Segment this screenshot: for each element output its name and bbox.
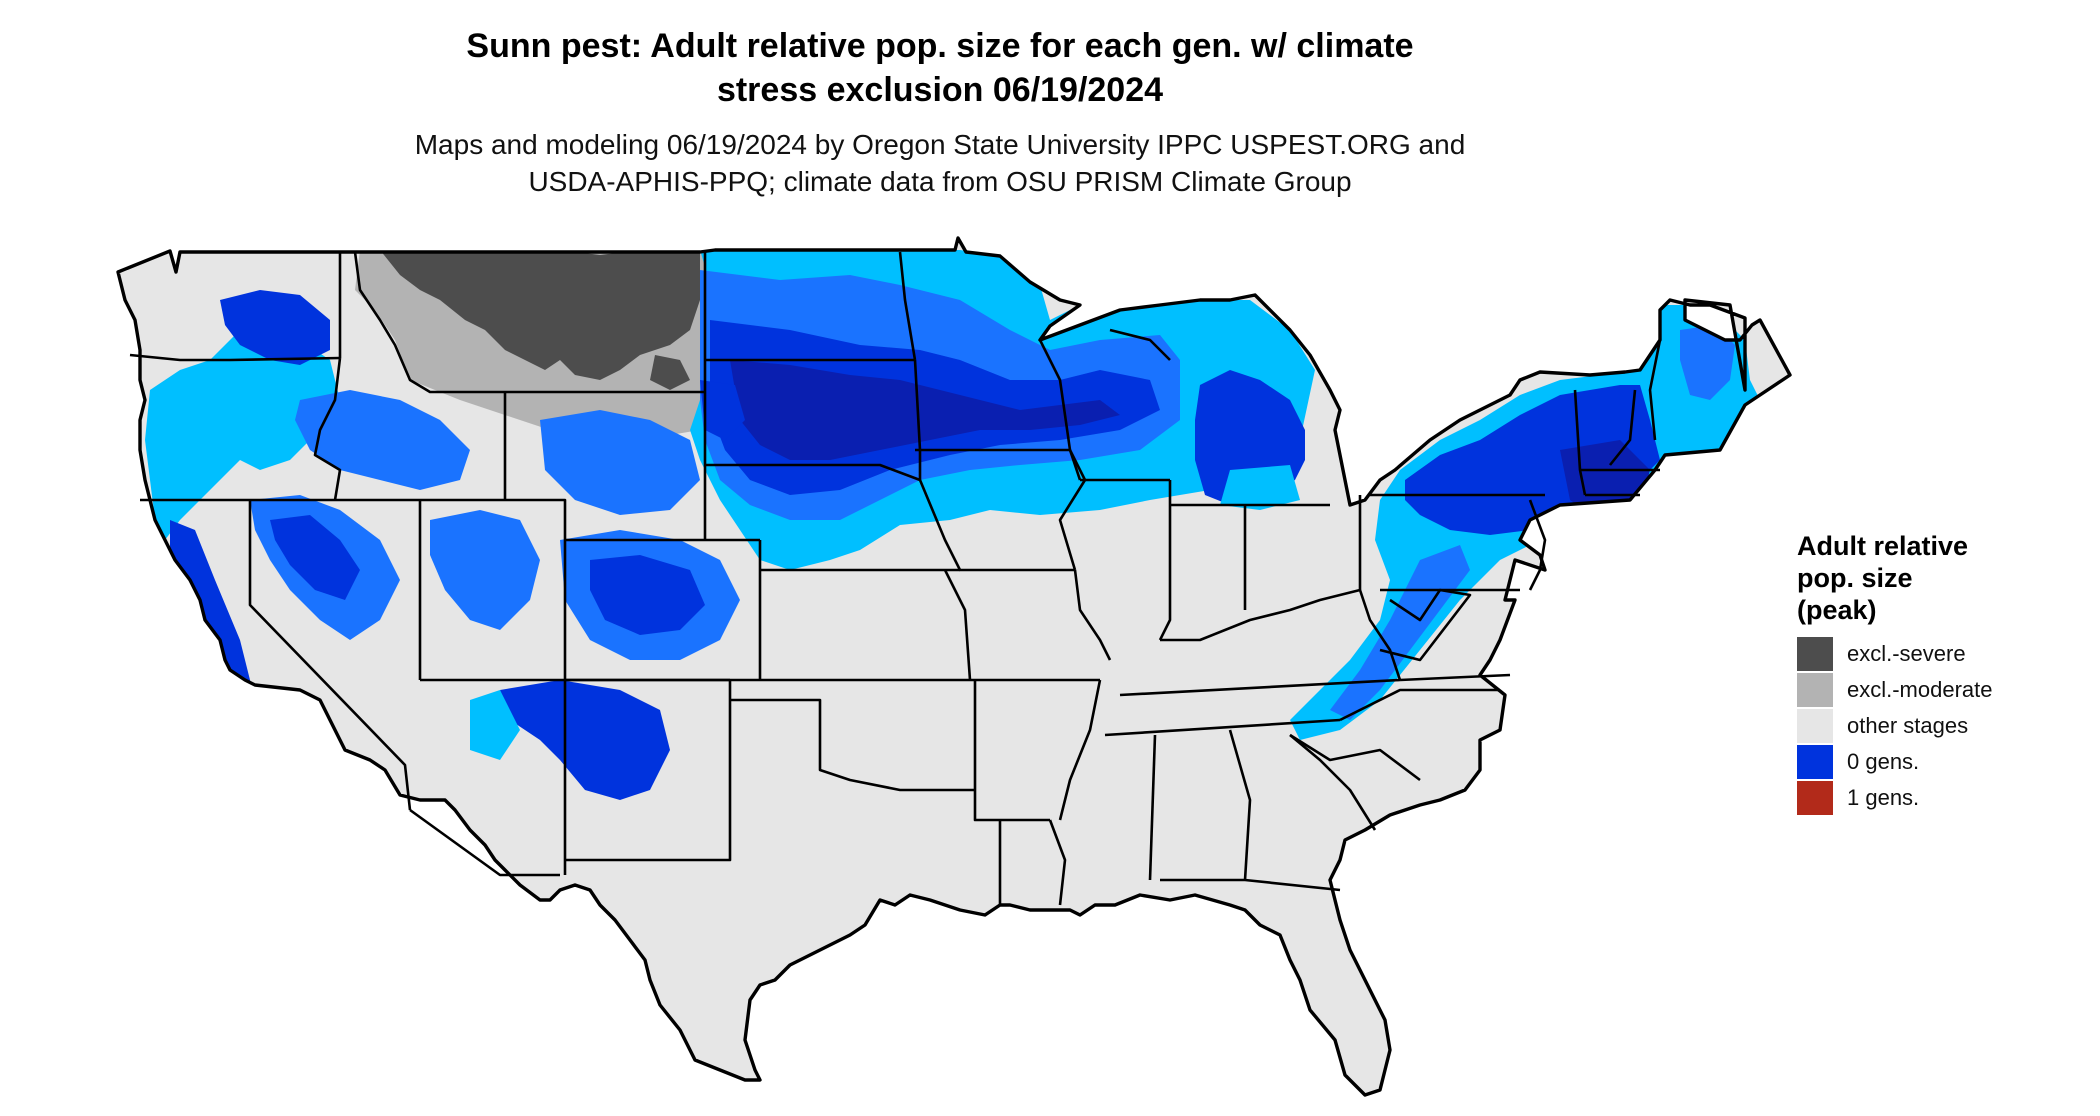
border-or-id	[313, 357, 342, 501]
legend-swatch	[1797, 781, 1833, 815]
gen0-maine	[1680, 325, 1735, 400]
gen0-mid-idaho	[295, 390, 470, 490]
gen0-four-corners-light	[470, 690, 520, 760]
border-il-mo	[1073, 569, 1112, 661]
border-az-mx	[409, 808, 560, 877]
map-subtitle: Maps and modeling 06/19/2024 by Oregon S…	[300, 126, 1580, 200]
legend-label: excl.-moderate	[1847, 677, 1993, 702]
gen0-colorado-dark	[590, 555, 705, 635]
border-tn-nc	[1339, 688, 1500, 722]
border-vt-nh	[1608, 389, 1637, 466]
gen0-wyoming	[540, 410, 700, 515]
border-ms-al	[1148, 734, 1157, 881]
border-nd-mn	[898, 251, 917, 361]
border-ne-ia-mo	[943, 569, 972, 681]
border-wa-or	[129, 353, 341, 362]
legend-item: excl.-severe	[1797, 636, 2087, 672]
legend-items: excl.-severe excl.-moderate other stages 0 …	[1797, 636, 2087, 816]
border-nh-me	[1648, 339, 1662, 441]
border-ia-il	[1058, 449, 1087, 571]
legend: Adult relative pop. size (peak) excl.-se…	[1797, 530, 2087, 816]
gen0-light-west	[145, 320, 340, 540]
border-tn-ms-al	[1104, 718, 1341, 737]
legend-label: other stages	[1847, 713, 1969, 738]
border-ky-tn	[1119, 678, 1401, 697]
border-ar-la-tx	[973, 680, 1050, 822]
gen0-michigan-light	[1220, 465, 1300, 510]
border-il-in	[1158, 480, 1172, 641]
legend-swatch	[1797, 673, 1833, 707]
legend-item: 1 gens.	[1797, 780, 2087, 816]
border-ok-tx	[730, 698, 975, 792]
border-sd-ne	[705, 463, 921, 482]
map-title: Sunn pest: Adult relative pop. size for …	[300, 24, 1580, 112]
legend-label: 1 gens.	[1847, 785, 1920, 810]
border-ky-va-wv	[1358, 589, 1402, 681]
gen0-great-basin-dark	[270, 515, 360, 600]
border-la-ms	[1048, 819, 1067, 906]
legend-label: 0 gens.	[1847, 749, 1920, 774]
border-id-mt	[353, 251, 505, 394]
border-pa-nj	[1528, 499, 1547, 591]
border-al-fl	[1160, 878, 1341, 892]
legend-item: excl.-moderate	[1797, 672, 2087, 708]
legend-title-line2: pop. size	[1797, 563, 1913, 593]
legend-swatch	[1797, 745, 1833, 779]
legend-swatch	[1797, 637, 1833, 671]
border-ca-nv	[248, 500, 412, 811]
map-title-line1: Sunn pest: Adult relative pop. size for …	[466, 27, 1414, 65]
excl-severe-zone	[380, 250, 700, 380]
border-ia-mo	[918, 479, 1075, 572]
gen0-deep-north	[730, 360, 1120, 460]
legend-swatch	[1797, 709, 1833, 743]
gen0-black-hills	[700, 380, 745, 440]
border-mn-wi	[1038, 339, 1082, 481]
gen0-utah	[430, 510, 540, 630]
legend-label: excl.-severe	[1847, 641, 1966, 666]
gen0-four-corners	[500, 680, 670, 800]
border-wv-va	[1379, 588, 1472, 662]
gen0-sierra	[170, 520, 255, 720]
state-borders	[116, 236, 1792, 1097]
map-title-line2: stress exclusion 06/19/2024	[716, 71, 1164, 109]
legend-item: other stages	[1797, 708, 2087, 744]
legend-item: 0 gens.	[1797, 744, 2087, 780]
legend-title: Adult relative pop. size (peak)	[1797, 530, 2087, 626]
border-al-ga	[1228, 729, 1252, 881]
border-ar-ms	[1058, 679, 1102, 821]
map-subtitle-line1: Maps and modeling 06/19/2024 by Oregon S…	[414, 129, 1466, 160]
legend-title-line1: Adult relative	[1797, 531, 1969, 561]
legend-title-line3: (peak)	[1797, 595, 1877, 625]
border-va-nc	[1399, 673, 1511, 682]
map-subtitle-line2: USDA-APHIS-PPQ; climate data from OSU PR…	[528, 166, 1352, 197]
border-wi-mi-up	[1109, 328, 1171, 361]
border-ga-sc	[1289, 734, 1377, 831]
gen0-dark-pnw	[220, 290, 330, 365]
border-ky-in-oh	[1160, 588, 1361, 642]
border-nm-tx	[565, 680, 732, 862]
border-ut-wy	[505, 498, 567, 540]
border-nc-sc	[1289, 733, 1421, 782]
excl-severe-patch	[650, 355, 690, 390]
